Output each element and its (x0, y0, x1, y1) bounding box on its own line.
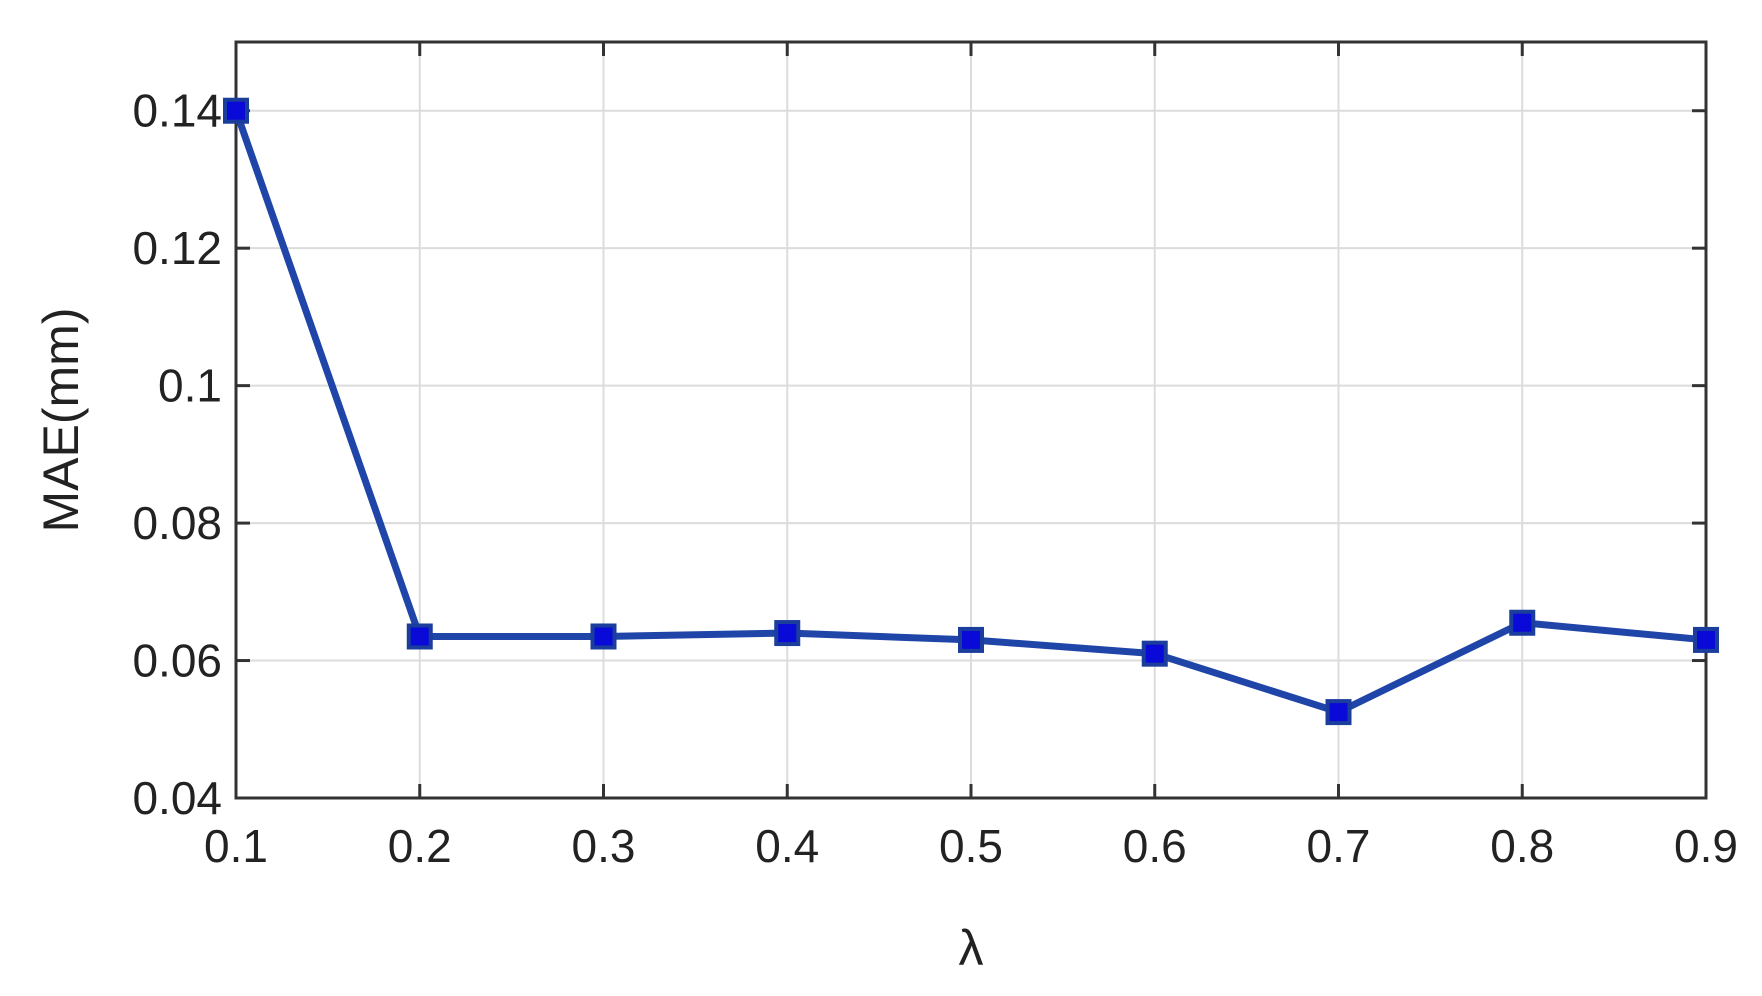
x-tick-label: 0.9 (1674, 820, 1738, 872)
data-point (223, 97, 249, 124)
data-point (1141, 640, 1168, 667)
data-point (590, 623, 617, 650)
data-point (958, 626, 984, 653)
data-point (1509, 609, 1536, 636)
y-tick-label: 0.1 (158, 360, 222, 412)
tick-labels: 0.1 0.2 0.3 0.4 0.5 0.6 0.7 0.8 0.9 0.04 0.06 0.08 0… (132, 85, 1738, 872)
x-tick-label: 0.4 (755, 820, 819, 872)
markers (223, 97, 1719, 726)
x-axis-label: λ (959, 920, 984, 976)
x-tick-label: 0.6 (1123, 820, 1187, 872)
y-tick-label: 0.12 (132, 222, 222, 274)
grid (236, 42, 1706, 798)
x-tick-label: 0.2 (388, 820, 452, 872)
x-tick-label: 0.8 (1490, 820, 1554, 872)
data-point (406, 623, 433, 650)
y-tick-label: 0.04 (132, 772, 222, 824)
data-point (1325, 699, 1352, 726)
data-point (1693, 626, 1719, 653)
ticks (234, 42, 1708, 800)
x-tick-label: 0.3 (572, 820, 636, 872)
x-tick-label: 0.1 (204, 820, 268, 872)
y-tick-label: 0.06 (132, 635, 222, 687)
y-tick-label: 0.14 (132, 85, 222, 137)
x-tick-label: 0.7 (1307, 820, 1371, 872)
x-tick-label: 0.5 (939, 820, 1003, 872)
y-tick-label: 0.08 (132, 497, 222, 549)
data-point (774, 620, 801, 647)
y-axis-label: MAE(mm) (33, 308, 89, 533)
